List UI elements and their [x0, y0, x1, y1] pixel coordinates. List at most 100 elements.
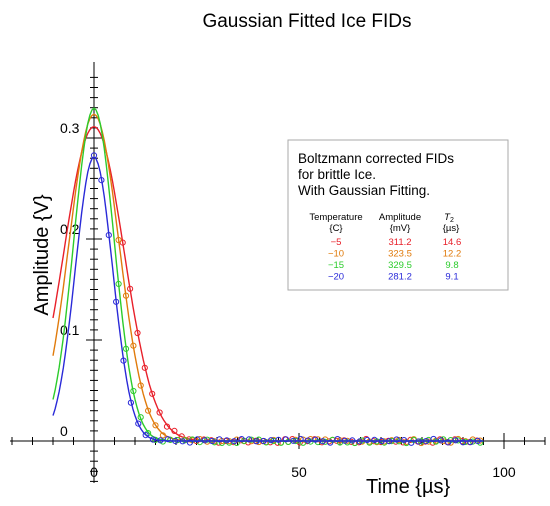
series-0-point-1 — [127, 285, 134, 292]
series-3 — [52, 152, 484, 446]
table-row-0-amplitude: 311.2 — [388, 237, 411, 248]
series-3-point-16 — [209, 437, 216, 445]
legend-line-3: With Gaussian Fitting. — [298, 183, 430, 198]
table-unit-t2: {µs} — [443, 223, 460, 234]
series-3-point-24 — [268, 437, 275, 444]
series-3-point-38 — [371, 436, 378, 443]
series-0-point-13 — [215, 439, 222, 446]
series-3-point-52 — [474, 437, 481, 444]
table-unit-amplitude: {mV} — [390, 223, 411, 234]
table-row-0-temperature: −5 — [331, 237, 342, 248]
table-header-t2: T2 — [444, 212, 454, 224]
y-tick-label: 0 — [60, 423, 68, 439]
y-axis-label: Amplitude {V} — [31, 194, 53, 316]
series-2-point-0 — [115, 280, 122, 287]
series-3-point-45 — [423, 438, 430, 445]
table-row-3-t2: 9.1 — [445, 272, 458, 283]
series-3-point-39 — [378, 437, 385, 445]
table-header-amplitude: Amplitude — [379, 212, 421, 223]
series-0-point-45 — [451, 436, 458, 443]
table-row-1-amplitude: 323.5 — [388, 249, 412, 260]
series-0-point-32 — [355, 439, 362, 446]
series-3-point-5 — [127, 399, 134, 406]
series-3-point-0 — [90, 152, 98, 159]
series-3-point-26 — [282, 436, 289, 443]
series-0-point-3 — [141, 364, 148, 371]
axes: 00.10.20.30 50 100 — [10, 62, 546, 483]
series-3-point-4 — [120, 357, 127, 364]
series-3-point-2 — [105, 232, 112, 239]
series-3-point-35 — [349, 437, 356, 444]
y-tick-label: 0.3 — [60, 120, 80, 136]
series-3-point-50 — [459, 439, 467, 446]
series-2-point-3 — [137, 414, 144, 421]
legend-box: Boltzmann corrected FIDs for brittle Ice… — [287, 139, 509, 291]
series-3-point-9 — [157, 437, 164, 444]
series-3-point-7 — [142, 432, 149, 439]
series-3-point-49 — [452, 437, 459, 444]
series-3-point-10 — [164, 436, 171, 443]
series-0-point-6 — [163, 423, 171, 430]
series-3-point-40 — [386, 438, 393, 445]
series-3-point-13 — [186, 439, 193, 446]
series-3-point-18 — [223, 437, 230, 444]
series-1-point-3 — [137, 382, 144, 389]
series-3-point-12 — [179, 438, 186, 445]
series-3-point-25 — [275, 436, 282, 443]
series-0-point-9 — [186, 436, 193, 443]
x-tick-label: 0 — [90, 464, 98, 480]
chart-title: Gaussian Fitted Ice FIDs — [202, 11, 411, 32]
series-3-point-17 — [216, 436, 223, 443]
series-3-point-32 — [327, 439, 334, 446]
series-3-point-28 — [297, 435, 304, 443]
series-3-point-34 — [341, 437, 348, 444]
series-3-point-48 — [445, 439, 452, 446]
series-2-point-2 — [130, 387, 137, 395]
series-1-point-5 — [152, 422, 159, 429]
series-1-point-0 — [115, 236, 122, 244]
series-3-point-36 — [356, 438, 363, 445]
series-0-point-5 — [156, 409, 163, 416]
series-3-point-37 — [364, 436, 371, 444]
legend-line-1: Boltzmann corrected FIDs — [298, 151, 454, 166]
series-3-point-27 — [290, 437, 297, 444]
series-3-point-42 — [400, 437, 408, 444]
series-2-point-1 — [122, 345, 130, 352]
table-row-0-t2: 14.6 — [443, 237, 462, 248]
table-rows: −5 311.2 14.6 −10 323.5 12.2 −15 329.5 9.8 −20 281… — [328, 237, 461, 283]
series-3-point-14 — [194, 436, 201, 443]
series-3-point-3 — [113, 298, 120, 305]
x-tick-label: 50 — [291, 464, 307, 480]
series-3-point-8 — [149, 436, 157, 443]
series-3-point-47 — [437, 437, 444, 444]
table-unit-temperature: {C} — [329, 223, 342, 234]
table-row-3-temperature: −20 — [328, 272, 344, 283]
series-1-point-2 — [130, 342, 137, 349]
series-3-point-46 — [430, 435, 437, 443]
series-1-point-4 — [145, 407, 152, 414]
series-0-point-7 — [171, 427, 178, 434]
series-3-point-44 — [415, 438, 422, 445]
series-3-point-21 — [245, 436, 253, 443]
series-3-point-1 — [98, 177, 105, 184]
x-tick-label: 100 — [492, 464, 516, 480]
x-axis-label: Time {µs} — [366, 476, 450, 498]
legend-line-2: for brittle Ice. — [298, 167, 376, 182]
series-3-point-33 — [334, 436, 341, 443]
table-row-2-temperature: −15 — [328, 260, 344, 271]
series-0-point-2 — [134, 329, 141, 337]
series-0-point-35 — [377, 439, 385, 446]
series-3-point-30 — [312, 436, 319, 443]
series-3-point-31 — [319, 438, 326, 445]
series-3-point-41 — [393, 436, 400, 443]
table-row-1-temperature: −10 — [328, 249, 344, 260]
series-3-point-6 — [135, 420, 142, 427]
series-3-point-22 — [253, 438, 260, 445]
series-layer — [52, 107, 484, 447]
series-1-point-6 — [159, 432, 166, 439]
series-3-point-15 — [201, 437, 208, 444]
series-3-point-23 — [260, 437, 267, 445]
series-0-point-4 — [149, 390, 156, 397]
series-1-point-45 — [447, 439, 454, 446]
